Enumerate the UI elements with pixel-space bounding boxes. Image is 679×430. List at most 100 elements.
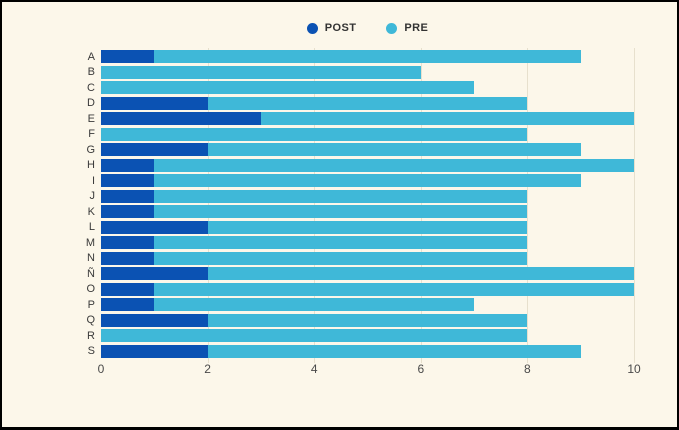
category-label: N — [87, 252, 95, 265]
bar-row-C: C — [2, 80, 634, 96]
post-bar-segment — [101, 344, 208, 358]
bar-row-G: G — [2, 142, 634, 158]
category-label: L — [88, 221, 95, 234]
bar-track — [101, 329, 634, 343]
bar-track — [101, 127, 634, 141]
bar-track — [101, 344, 634, 358]
category-label: S — [87, 345, 95, 358]
bar-track — [101, 50, 634, 64]
bar-row-R: R — [2, 328, 634, 344]
bar-row-O: O — [2, 282, 634, 298]
bar-track — [101, 313, 634, 327]
category-label: Q — [86, 314, 95, 327]
category-label: I — [91, 174, 95, 187]
post-bar-segment — [101, 298, 155, 312]
category-label: H — [87, 159, 95, 172]
post-bar-segment — [101, 112, 261, 126]
pre-bar-segment — [154, 236, 528, 250]
post-legend-dot-icon — [306, 22, 318, 34]
pre-bar-segment — [154, 205, 528, 219]
category-label: B — [87, 66, 95, 79]
pre-bar-segment — [154, 189, 528, 203]
pre-bar-segment — [101, 329, 528, 343]
bar-row-K: K — [2, 204, 634, 220]
category-label: G — [86, 143, 95, 156]
bar-track — [101, 189, 634, 203]
bar-row-M: M — [2, 235, 634, 251]
bar-row-B: B — [2, 65, 634, 81]
pre-bar-segment — [154, 282, 634, 296]
bar-track — [101, 96, 634, 110]
category-label: R — [87, 329, 95, 342]
legend: POST PRE — [101, 22, 634, 34]
pre-bar-segment — [207, 313, 528, 327]
post-bar-segment — [101, 174, 155, 188]
bar-row-Q: Q — [2, 313, 634, 329]
pre-legend-dot-icon — [386, 22, 398, 34]
post-bar-segment — [101, 96, 208, 110]
bar-track — [101, 143, 634, 157]
x-tick-label-10: 10 — [627, 362, 641, 376]
post-bar-segment — [101, 50, 155, 64]
x-tick-label-8: 8 — [524, 362, 531, 376]
post-bar-segment — [101, 143, 208, 157]
bar-row-F: F — [2, 127, 634, 143]
category-label: J — [89, 190, 96, 203]
pre-bar-segment — [154, 50, 581, 64]
category-label: F — [88, 128, 95, 141]
category-label: M — [85, 236, 95, 249]
category-label: K — [87, 205, 95, 218]
post-bar-segment — [101, 205, 155, 219]
pre-bar-segment — [101, 65, 421, 79]
category-label: D — [87, 97, 95, 110]
bar-track — [101, 251, 634, 265]
post-bar-segment — [101, 251, 155, 265]
category-label: A — [87, 50, 95, 63]
pre-bar-segment — [207, 344, 581, 358]
x-axis: 0 2 4 6 8 10 — [98, 362, 641, 378]
x-tick-label-6: 6 — [417, 362, 425, 376]
bar-row-L: L — [2, 220, 634, 236]
x-tick-label-4: 4 — [310, 362, 318, 376]
bar-row-I: I — [2, 173, 634, 189]
category-label: P — [87, 298, 95, 311]
bar-track — [101, 65, 634, 79]
bar-row-P: P — [2, 297, 634, 313]
bar-track — [101, 298, 634, 312]
bar-track — [101, 220, 634, 234]
bar-track — [101, 236, 634, 250]
post-bar-segment — [101, 267, 208, 281]
post-bar-segment — [101, 236, 155, 250]
pre-bar-segment — [207, 143, 581, 157]
pre-bar-segment — [207, 220, 528, 234]
post-bar-segment — [101, 313, 208, 327]
category-label: C — [87, 81, 95, 94]
bar-track — [101, 81, 634, 95]
bar-row-E: E — [2, 111, 634, 127]
legend-label-post: POST — [324, 22, 357, 34]
bar-track — [101, 267, 634, 281]
category-label: E — [87, 112, 95, 125]
post-bar-segment — [101, 189, 155, 203]
bar-track — [101, 205, 634, 219]
legend-item-post: POST — [306, 22, 357, 34]
pre-bar-segment — [101, 127, 528, 141]
gridline-8 — [527, 48, 529, 363]
gridline-10 — [634, 48, 635, 363]
pre-bar-segment — [207, 267, 634, 281]
pre-bar-segment — [207, 96, 528, 110]
pre-bar-segment — [154, 251, 528, 265]
bar-track — [101, 112, 634, 126]
post-bar-segment — [101, 158, 155, 172]
pre-bar-segment — [101, 81, 475, 95]
bar-row-S: S — [2, 344, 634, 360]
post-bar-segment — [101, 220, 208, 234]
bar-row-N: N — [2, 251, 634, 267]
pre-bar-segment — [154, 158, 634, 172]
bar-track — [101, 282, 634, 296]
x-tick-label-2: 2 — [204, 362, 211, 376]
bar-row-H: H — [2, 158, 634, 174]
pre-bar-segment — [154, 298, 475, 312]
